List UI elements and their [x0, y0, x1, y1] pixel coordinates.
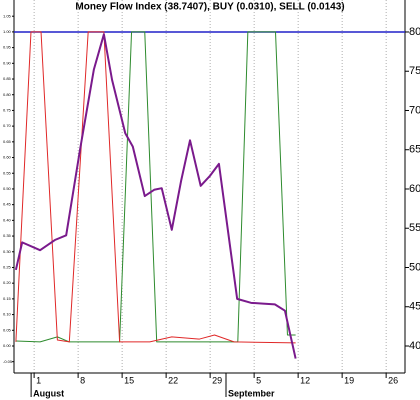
x-tick-label: 5 — [256, 375, 261, 385]
x-tick-label: 29 — [212, 375, 222, 385]
series-line — [14, 33, 297, 359]
month-label: September — [228, 388, 275, 398]
y2-tick-label: 50 — [409, 261, 420, 273]
y-tick-label: 0.00 — [3, 343, 12, 348]
y-tick-label: 0.75 — [3, 107, 12, 112]
y-tick-label: 0.45 — [3, 202, 12, 207]
series-line — [15, 31, 296, 343]
y-tick-label: 0.40 — [3, 217, 12, 222]
x-tick-label: 1 — [36, 375, 41, 385]
y-tick-label: 0.55 — [3, 170, 12, 175]
y-tick-label: 1.05 — [3, 13, 12, 18]
y2-tick-label: 75 — [409, 65, 420, 77]
series-line — [15, 31, 296, 344]
y-tick-label: 0.90 — [3, 60, 12, 65]
x-tick-label: 22 — [168, 375, 178, 385]
x-tick-label: 12 — [300, 375, 310, 385]
y-tick-label: 0.70 — [3, 123, 12, 128]
y-tick-label: 0.10 — [3, 312, 12, 317]
y-tick-label: 0.20 — [3, 280, 12, 285]
y-tick-label: 0.30 — [3, 249, 12, 254]
y2-tick-label: 80 — [409, 26, 420, 38]
y-tick-label: 0.85 — [3, 76, 12, 81]
y-tick-label: 0.05 — [3, 327, 12, 332]
y-tick-label: -0.05 — [3, 359, 13, 364]
y2-tick-label: 40 — [409, 340, 420, 352]
y2-tick-label: 65 — [409, 144, 420, 156]
y-tick-label: 0.35 — [3, 233, 12, 238]
x-tick-label: 15 — [124, 375, 134, 385]
x-tick-label: 8 — [80, 375, 85, 385]
y2-tick-label: 55 — [409, 222, 420, 234]
y-tick-label: 0.60 — [3, 155, 12, 160]
x-tick-label: 26 — [388, 375, 398, 385]
y-tick-label: 0.80 — [3, 92, 12, 97]
y-tick-label: 0.65 — [3, 139, 12, 144]
x-tick-label: 19 — [344, 375, 354, 385]
y-tick-label: 0.95 — [3, 45, 12, 50]
y2-tick-label: 60 — [409, 183, 420, 195]
y-tick-label: 0.15 — [3, 296, 12, 301]
month-label: August — [33, 388, 64, 398]
y-tick-label: 0.25 — [3, 265, 12, 270]
y2-tick-label: 45 — [409, 301, 420, 313]
y-tick-label: 1.00 — [3, 29, 12, 34]
y-tick-label: 0.50 — [3, 186, 12, 191]
y2-tick-label: 70 — [409, 104, 420, 116]
chart-title: Money Flow Index (38.7407), BUY (0.0310)… — [75, 2, 344, 13]
